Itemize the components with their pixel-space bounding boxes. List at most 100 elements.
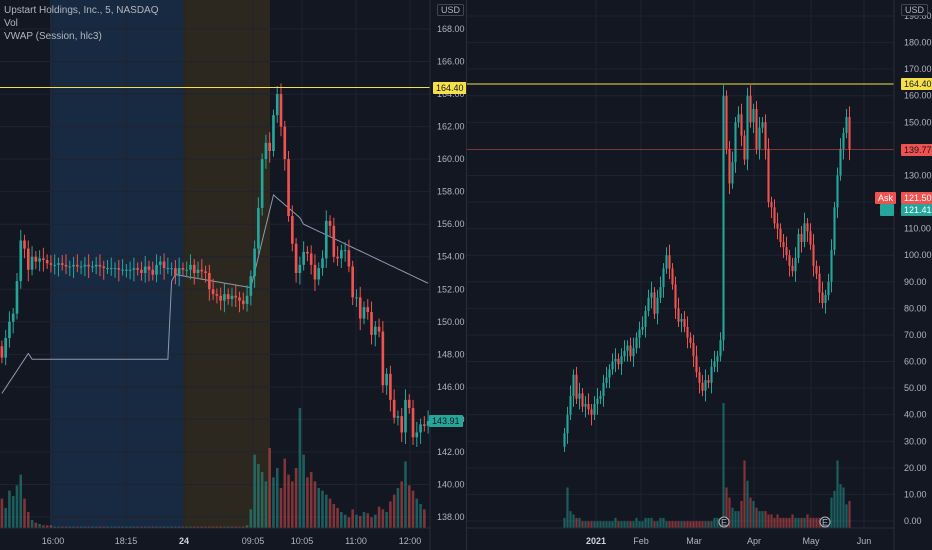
candle-body [572, 374, 575, 397]
price-axis-tick: 190.00 [904, 11, 932, 21]
candle-body [569, 396, 572, 415]
volume-bar [749, 497, 752, 528]
candle-body [668, 255, 671, 269]
candle-body [656, 297, 659, 314]
volume-bar [836, 460, 839, 528]
symbol-title[interactable]: Upstart Holdings, Inc., 5, NASDAQ [4, 5, 159, 16]
volume-bar [779, 517, 782, 528]
volume-bar [677, 521, 680, 528]
candle-body [698, 372, 701, 383]
price-axis-tick: 138.00 [437, 512, 465, 522]
volume-bar [53, 526, 56, 528]
candle-body [704, 380, 707, 391]
price-axis-tick: 180.00 [904, 38, 932, 48]
volume-bar [794, 517, 797, 528]
candle-body [19, 240, 23, 282]
vwap-indicator-label[interactable]: VWAP (Session, hlc3) [4, 31, 102, 42]
volume-bar [731, 507, 734, 528]
candle-body [749, 95, 752, 123]
candle-body [264, 142, 268, 160]
volume-bar [30, 520, 34, 528]
candle-body [764, 122, 767, 149]
candle-body [347, 250, 351, 267]
volume-bar [740, 500, 743, 528]
candle-body [291, 216, 294, 244]
volume-bar [674, 521, 677, 528]
volume-bar [309, 472, 313, 528]
volume-bar [415, 498, 419, 528]
candle-body [49, 263, 53, 265]
candle-body [791, 265, 794, 272]
volume-bar [72, 526, 75, 528]
candle-body [223, 294, 226, 301]
volume-bar [15, 485, 19, 528]
volume-bar [695, 521, 698, 528]
candle-body [151, 269, 155, 275]
candle-body [332, 225, 336, 257]
volume-bar [396, 488, 400, 528]
candle-body [740, 114, 743, 136]
left-chart-canvas[interactable]: 168.00 166.00 164.00 162.00 160.00 158.00 156.… [0, 0, 466, 550]
volume-bar [181, 526, 185, 528]
right-currency-label[interactable]: USD [901, 4, 929, 16]
left-currency-label[interactable]: USD [437, 4, 465, 16]
candle-body [407, 399, 411, 409]
candle-body [653, 292, 656, 314]
candle-body [204, 271, 207, 273]
candle-body [641, 326, 644, 330]
volume-bar [98, 526, 102, 528]
candle-body [617, 358, 620, 365]
pane-divider[interactable] [466, 0, 467, 550]
candle-body [713, 361, 716, 367]
volume-bar [800, 517, 803, 528]
candle-body [686, 326, 689, 338]
volume-bar [192, 526, 196, 528]
candle-body [370, 312, 373, 335]
volume-bar [219, 526, 222, 528]
volume-bar [389, 501, 392, 528]
volume-bar [791, 514, 794, 528]
right-chart-pane[interactable]: 190.00180.00170.00160.00150.00130.00120.… [467, 0, 932, 550]
volume-bar [332, 504, 336, 528]
vol-indicator-label[interactable]: Vol [4, 18, 18, 29]
volume-bar [68, 526, 72, 528]
bid-price-tag: 121.41 [901, 204, 932, 217]
volume-bar [174, 526, 177, 528]
volume-bar [336, 508, 339, 528]
candle-body [275, 94, 279, 116]
candle-body [608, 369, 611, 378]
volume-bar [746, 480, 749, 528]
volume-bar [569, 511, 572, 528]
candle-body [419, 424, 422, 433]
volume-bar [581, 521, 584, 528]
time-axis-tick: 2021 [586, 536, 606, 546]
volume-bar [773, 517, 776, 528]
volume-bar [34, 522, 38, 528]
right-chart-canvas[interactable]: 190.00180.00170.00160.00150.00130.00120.… [467, 0, 932, 550]
candle-body [113, 268, 117, 270]
candle-body [635, 337, 638, 349]
volume-bar [809, 517, 812, 528]
volume-bar [788, 517, 791, 528]
candle-body [26, 248, 30, 270]
price-axis-tick: 20.00 [904, 463, 927, 473]
candle-body [767, 148, 770, 203]
candle-body [722, 95, 725, 341]
earnings-marker-label: E [721, 518, 727, 528]
candle-body [140, 269, 143, 273]
volume-bar [563, 517, 566, 528]
volume-bar [291, 481, 294, 528]
volume-bar [385, 512, 388, 528]
candle-body [611, 361, 614, 370]
candle-body [758, 127, 761, 149]
volume-bar [620, 521, 623, 528]
left-chart-pane[interactable]: 168.00 166.00 164.00 162.00 160.00 158.00 156.… [0, 0, 466, 550]
candle-body [815, 265, 818, 274]
candle-body [192, 264, 196, 273]
volume-bar [42, 525, 45, 528]
candle-body [4, 338, 7, 358]
volume-bar [407, 485, 411, 528]
candle-body [671, 268, 674, 285]
volume-bar [830, 497, 833, 528]
candle-body [324, 220, 328, 259]
